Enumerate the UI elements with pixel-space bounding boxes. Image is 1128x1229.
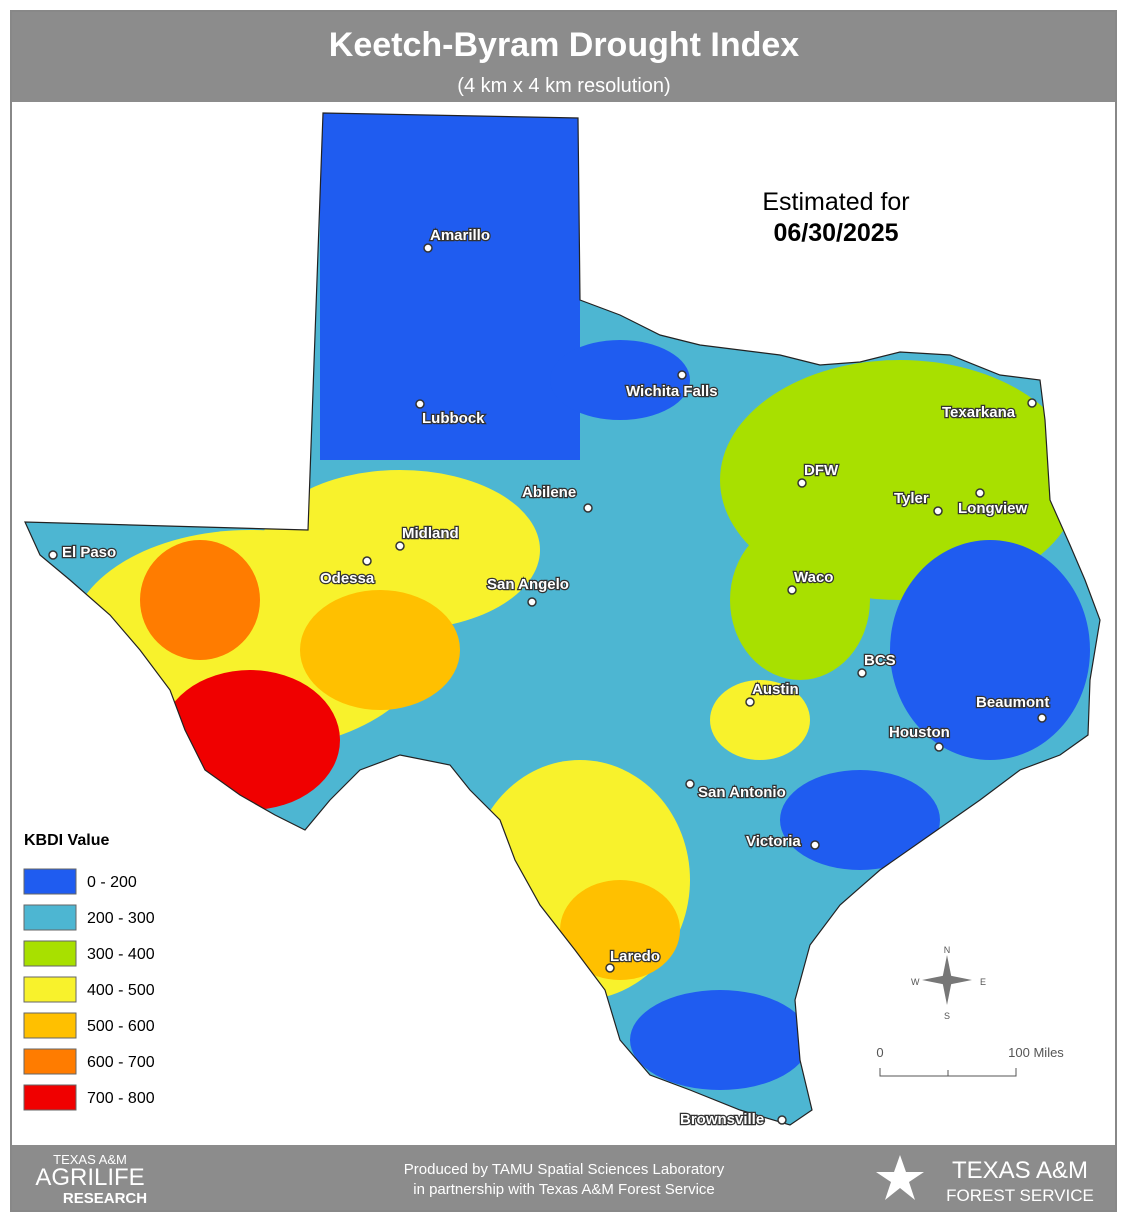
compass-s: S: [944, 1011, 950, 1021]
legend-swatch: [23, 1048, 77, 1075]
city-label: Odessa: [320, 570, 375, 587]
city-label: BCS: [864, 652, 896, 669]
city-label: Houston: [889, 724, 950, 741]
city-label: Tyler: [894, 490, 929, 507]
cities: Amarillo Wichita Falls Lubbock Texarkana DFW…: [48, 226, 1051, 1129]
city-dot: [777, 1115, 787, 1125]
agrilife-top: TEXAS A&M: [53, 1152, 127, 1167]
agrilife-bottom: RESEARCH: [63, 1190, 147, 1207]
legend-swatch: [23, 1084, 77, 1111]
title: Keetch-Byram Drought Index: [329, 26, 799, 64]
city-label: San Angelo: [487, 576, 569, 593]
legend-label: 300 - 400: [87, 946, 155, 963]
legend-swatch: [23, 868, 77, 895]
city-dot: [1037, 713, 1047, 723]
city-label: Abilene: [522, 484, 576, 501]
city-label: Brownsville: [680, 1111, 764, 1128]
city-label: DFW: [804, 462, 839, 479]
city-dot: [745, 697, 755, 707]
legend-swatch: [23, 976, 77, 1003]
city-dot: [423, 243, 433, 253]
city-dot: [527, 597, 537, 607]
city-dot: [415, 399, 425, 409]
estimate-date: 06/30/2025: [773, 219, 898, 247]
legend-swatch: [23, 1012, 77, 1039]
city-label: Beaumont: [976, 694, 1049, 711]
city-dot: [677, 370, 687, 380]
city-label: Laredo: [610, 948, 660, 965]
city-dot: [975, 488, 985, 498]
legend-label: 500 - 600: [87, 1018, 155, 1035]
estimate-label: Estimated for: [762, 188, 909, 216]
city-dot: [797, 478, 807, 488]
city-dot: [810, 840, 820, 850]
legend-swatch: [23, 940, 77, 967]
legend-label: 600 - 700: [87, 1054, 155, 1071]
city-label: Longview: [958, 500, 1028, 517]
header-bar: [12, 12, 1115, 102]
legend-swatch: [23, 904, 77, 931]
legend-label: 0 - 200: [87, 874, 137, 891]
city-label: Wichita Falls: [626, 383, 718, 400]
city-label: Texarkana: [942, 404, 1016, 421]
city-dot: [48, 550, 58, 560]
city-dot: [583, 503, 593, 513]
agrilife-mid: AGRILIFE: [35, 1164, 144, 1191]
legend: KBDI Value 0 - 200 200 - 300 300 - 400 400 …: [23, 832, 155, 1111]
forest-2: FOREST SERVICE: [946, 1186, 1094, 1205]
city-label: Victoria: [746, 833, 801, 850]
city-dot: [395, 541, 405, 551]
city-dot: [362, 556, 372, 566]
legend-label: 200 - 300: [87, 910, 155, 927]
city-label: Amarillo: [430, 227, 490, 244]
compass-w: W: [911, 977, 920, 987]
footer-bar: [12, 1145, 1115, 1210]
city-dot: [1027, 398, 1037, 408]
city-label: El Paso: [62, 544, 116, 561]
city-label: San Antonio: [698, 784, 786, 801]
compass: N S E W: [911, 945, 986, 1021]
subtitle: (4 km x 4 km resolution): [457, 75, 670, 97]
scale-start: 0: [876, 1045, 883, 1060]
legend-title: KBDI Value: [24, 832, 109, 849]
star-logo: [876, 1155, 924, 1200]
credit-1: Produced by TAMU Spatial Sciences Labora…: [404, 1161, 725, 1178]
legend-label: 700 - 800: [87, 1090, 155, 1107]
city-dot: [933, 506, 943, 516]
forest-1: TEXAS A&M: [952, 1157, 1088, 1184]
city-dot: [685, 779, 695, 789]
scale-end: 100 Miles: [1008, 1045, 1064, 1060]
compass-e: E: [980, 977, 986, 987]
credit-2: in partnership with Texas A&M Forest Ser…: [413, 1181, 715, 1198]
city-label: Lubbock: [422, 410, 485, 427]
city-label: Austin: [752, 681, 799, 698]
city-dot: [934, 742, 944, 752]
compass-n: N: [944, 945, 951, 955]
city-dot: [605, 963, 615, 973]
city-label: Waco: [794, 569, 833, 586]
city-label: Midland: [402, 525, 459, 542]
city-dot: [787, 585, 797, 595]
legend-label: 400 - 500: [87, 982, 155, 999]
city-dot: [857, 668, 867, 678]
scale-bar: [879, 1068, 1017, 1077]
